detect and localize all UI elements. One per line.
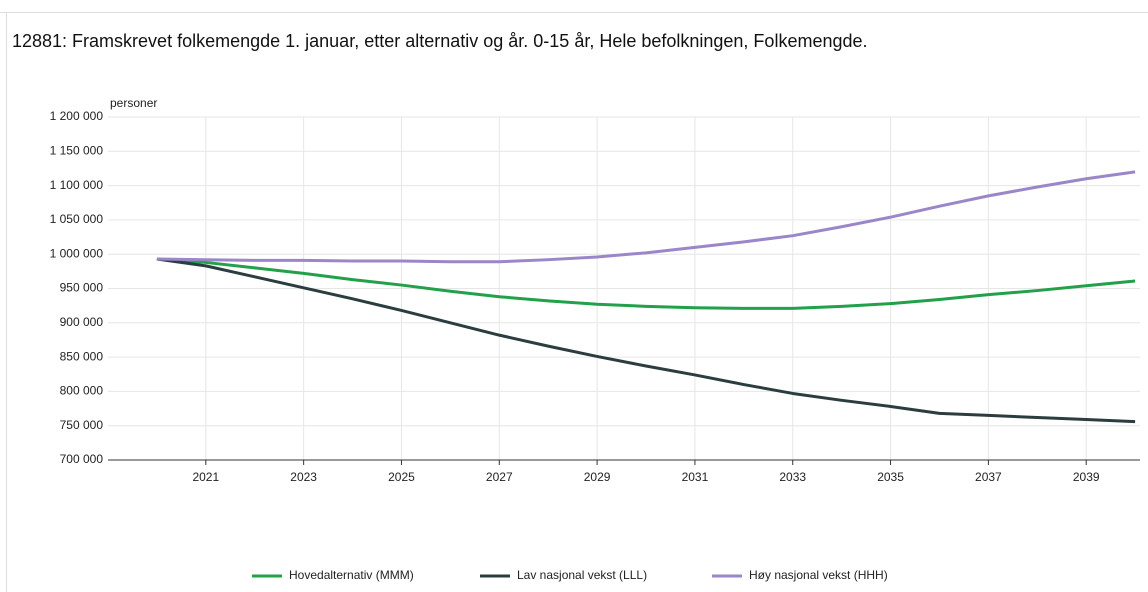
x-tick-label: 2023 [290, 470, 317, 484]
x-tick-label: 2025 [388, 470, 415, 484]
x-tick-label: 2035 [877, 470, 904, 484]
y-tick-label: 1 200 000 [50, 109, 104, 123]
y-tick-label: 1 050 000 [50, 212, 104, 226]
x-tick-label: 2021 [192, 470, 219, 484]
y-tick-label: 700 000 [60, 452, 104, 466]
series-line [156, 257, 1136, 424]
series-line [156, 170, 1136, 264]
x-tick-label: 2039 [1073, 470, 1100, 484]
legend-label: Høy nasjonal vekst (HHH) [749, 568, 888, 582]
y-tick-label: 850 000 [60, 349, 104, 363]
x-tick-label: 2033 [779, 470, 806, 484]
y-tick-label: 1 100 000 [50, 178, 104, 192]
chart-title: 12881: Framskrevet folkemengde 1. januar… [12, 31, 868, 51]
y-tick-label: 800 000 [60, 384, 104, 398]
y-tick-label: 750 000 [60, 418, 104, 432]
series-line [156, 257, 1136, 310]
y-tick-label: 1 000 000 [50, 246, 104, 260]
legend-label: Lav nasjonal vekst (LLL) [517, 568, 647, 582]
x-tick-label: 2031 [682, 470, 709, 484]
y-unit-label: personer [110, 96, 157, 110]
x-tick-label: 2029 [584, 470, 611, 484]
x-tick-label: 2037 [975, 470, 1002, 484]
y-tick-label: 1 150 000 [50, 143, 104, 157]
legend-label: Hovedalternativ (MMM) [289, 568, 414, 582]
x-tick-label: 2027 [486, 470, 513, 484]
y-tick-label: 900 000 [60, 315, 104, 329]
y-tick-label: 950 000 [60, 281, 104, 295]
